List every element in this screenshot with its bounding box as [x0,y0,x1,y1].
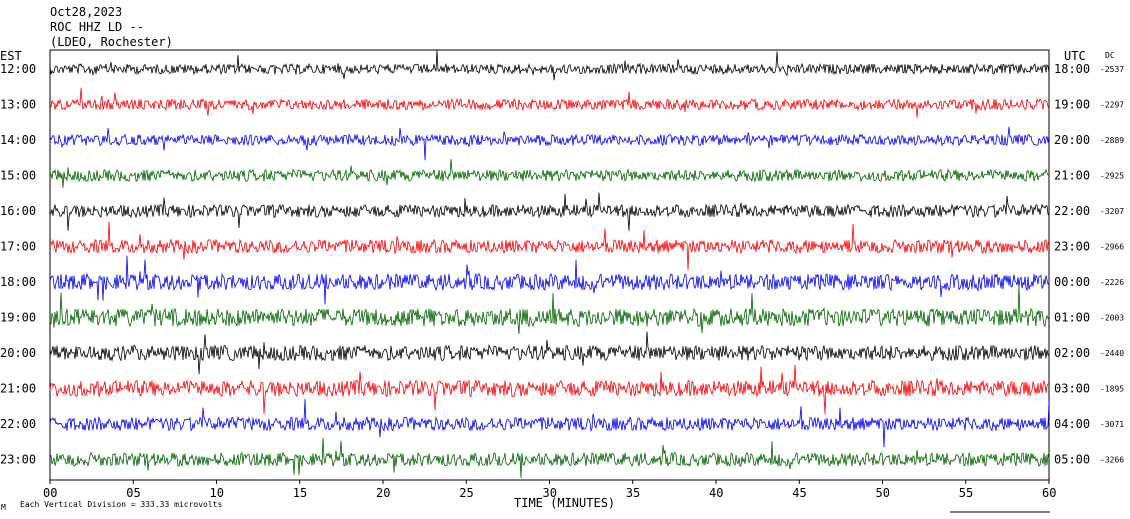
dc-offset-value: -2297 [1100,101,1124,110]
x-tick-label: 45 [792,486,806,500]
dc-label: DC [1105,51,1115,60]
chart-date: Oct28,2023 [50,5,122,19]
x-tick-label: 60 [1042,486,1056,500]
left-timezone-label: EST [0,49,22,63]
trace-line [49,399,1050,448]
utc-hour-label: 05:00 [1054,453,1090,467]
est-hour-label: 19:00 [0,311,36,325]
utc-hour-label: 23:00 [1054,240,1090,254]
trace-line [49,159,1050,188]
traces-group [49,50,1050,479]
dc-offset-value: -3207 [1100,207,1124,216]
trace-line [49,437,1050,479]
plot-frame [49,49,1050,481]
x-tick-label: 30 [543,486,557,500]
utc-hour-label: 21:00 [1054,169,1090,183]
x-tick-label: 00 [43,486,57,500]
trace-line [49,285,1050,334]
est-hour-label: 21:00 [0,382,36,396]
x-tick-label: 50 [876,486,890,500]
est-hour-label: 23:00 [0,453,36,467]
x-tick-label: 05 [126,486,140,500]
dc-offset-value: -2003 [1100,314,1124,323]
est-hour-label: 16:00 [0,204,36,218]
corner-mark: M [1,503,6,512]
x-tick-label: 10 [210,486,224,500]
est-hour-label: 18:00 [0,275,36,289]
utc-hour-label: 04:00 [1054,417,1090,431]
dc-offset-value: -3266 [1100,456,1124,465]
x-axis: 00 05 10 15 20 25 30 35 40 45 50 55 60 [43,480,1056,500]
trace-line [49,192,1050,231]
est-hour-label: 17:00 [0,240,36,254]
trace-line [49,126,1050,161]
x-tick-label: 55 [959,486,973,500]
scale-note: Each Vertical Division = 333.33 microvol… [20,500,222,509]
dc-offset-value: -2925 [1100,172,1124,181]
trace-line [49,364,1050,414]
dc-offset-value: -2966 [1100,243,1124,252]
x-tick-label: 25 [459,486,473,500]
x-axis-title: TIME (MINUTES) [514,496,615,510]
utc-hour-label: 18:00 [1054,62,1090,76]
est-hour-label: 13:00 [0,98,36,112]
est-hour-label: 14:00 [0,133,36,147]
est-hour-label: 12:00 [0,62,36,76]
est-hour-label: 20:00 [0,346,36,360]
network-name: (LDEO, Rochester) [50,35,173,49]
utc-hour-label: 01:00 [1054,311,1090,325]
hour-labels: 12:00 18:00 -2537 13:00 19:00 -2297 14:00 20:00… [0,62,1124,467]
dc-offset-value: -2889 [1100,136,1124,145]
utc-hour-label: 03:00 [1054,382,1090,396]
trace-line [49,88,1050,118]
x-tick-label: 40 [709,486,723,500]
utc-hour-label: 19:00 [1054,98,1090,112]
station-code: ROC HHZ LD -- [50,20,144,34]
est-hour-label: 22:00 [0,417,36,431]
trace-line [49,331,1050,375]
dc-offset-value: -1895 [1100,385,1124,394]
utc-hour-label: 20:00 [1054,133,1090,147]
dc-offset-value: -2226 [1100,278,1124,287]
est-hour-label: 15:00 [0,169,36,183]
utc-hour-label: 22:00 [1054,204,1090,218]
x-tick-label: 20 [376,486,390,500]
dc-offset-value: -3071 [1100,420,1124,429]
utc-hour-label: 02:00 [1054,346,1090,360]
x-tick-label: 15 [293,486,307,500]
right-timezone-label: UTC [1064,49,1086,63]
dc-offset-value: -2537 [1100,65,1124,74]
trace-line [49,50,1050,81]
trace-line [49,221,1050,270]
trace-line [49,255,1050,305]
x-tick-label: 35 [626,486,640,500]
utc-hour-label: 00:00 [1054,275,1090,289]
dc-offset-value: -2440 [1100,349,1124,358]
